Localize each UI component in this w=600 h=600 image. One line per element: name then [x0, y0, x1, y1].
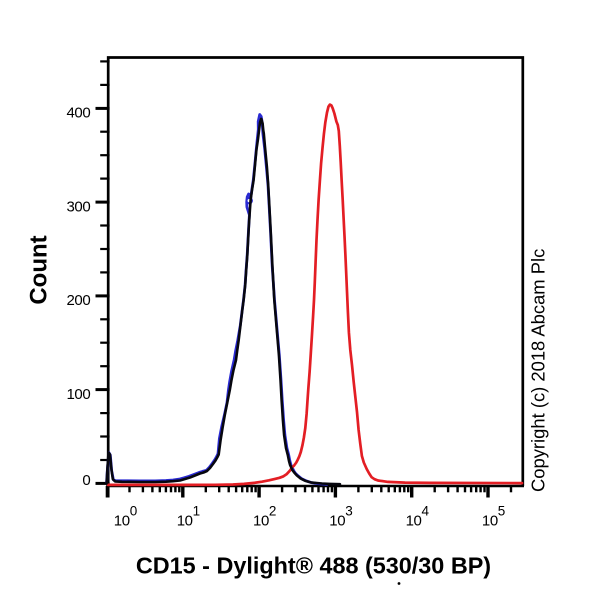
- svg-text:105: 105: [482, 504, 505, 530]
- svg-text:200: 200: [66, 292, 90, 309]
- svg-text:0: 0: [82, 472, 90, 489]
- svg-text:103: 103: [329, 504, 352, 530]
- svg-text:300: 300: [66, 198, 90, 215]
- svg-text:CD15 - Dylight® 488 (530/30 BP: CD15 - Dylight® 488 (530/30 BP): [136, 553, 491, 579]
- svg-text:100: 100: [114, 504, 137, 530]
- svg-text:100: 100: [66, 386, 90, 403]
- svg-text:101: 101: [177, 504, 200, 530]
- svg-text:Count: Count: [26, 235, 53, 304]
- svg-text:104: 104: [406, 504, 430, 530]
- svg-text:102: 102: [253, 504, 276, 530]
- svg-text:Copyright (c) 2018 Abcam Plc: Copyright (c) 2018 Abcam Plc: [528, 249, 549, 492]
- svg-text:400: 400: [66, 104, 90, 121]
